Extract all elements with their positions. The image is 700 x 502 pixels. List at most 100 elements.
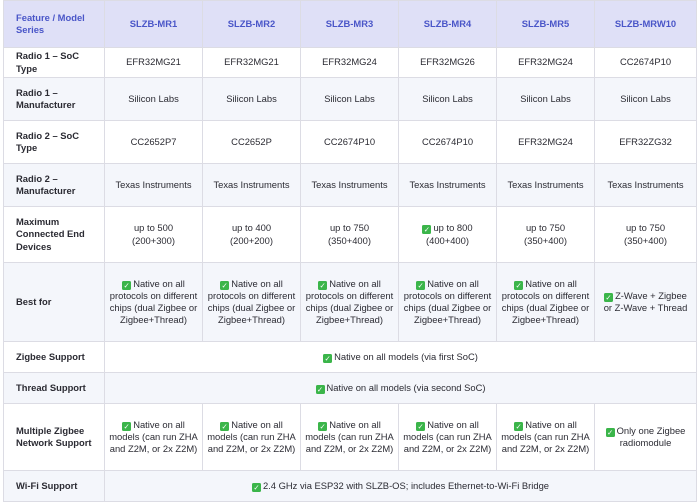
check-icon: ✓ — [604, 292, 614, 302]
row-radio1-manufacturer: Radio 1 – Manufacturer Silicon Labs Sili… — [3, 77, 697, 121]
table-cell: up to 750 (350+400) — [496, 206, 595, 263]
check-icon: ✓ — [220, 280, 230, 290]
row-label: Wi-Fi Support — [3, 470, 105, 502]
row-label: Radio 1 – Manufacturer — [3, 77, 105, 121]
cell-text: Z-Wave + Zigbee or Z-Wave + Thread — [603, 289, 688, 313]
table-cell: ✓ up to 800 (400+400) — [398, 206, 497, 263]
table-cell: ✓ Native on all models (via second SoC) — [104, 372, 697, 404]
row-label: Multiple Zigbee Network Support — [3, 403, 105, 471]
header-model: SLZB-MR1 — [104, 0, 203, 48]
header-model: SLZB-MR2 — [202, 0, 301, 48]
check-icon: ✓ — [220, 421, 230, 431]
table-cell: ✓ Native on all models (can run ZHA and Z… — [104, 403, 203, 471]
check-icon: ✓ — [318, 421, 328, 431]
cell-text: Native on all protocols on different chi… — [305, 277, 394, 326]
table-cell: Texas Instruments — [202, 163, 301, 207]
table-cell: ✓ Native on all protocols on different ch… — [398, 262, 497, 342]
check-icon: ✓ — [122, 421, 132, 431]
cell-text: 2.4 GHz via ESP32 with SLZB-OS; includes… — [262, 479, 550, 491]
cell-text: Native on all protocols on different chi… — [501, 277, 590, 326]
row-label: Best for — [3, 262, 105, 342]
table-cell: Texas Instruments — [300, 163, 399, 207]
table-cell: EFR32MG21 — [104, 47, 203, 78]
table-cell: CC2652P — [202, 120, 301, 164]
check-icon: ✓ — [323, 353, 333, 363]
row-label: Maximum Connected End Devices — [3, 206, 105, 263]
table-cell: ✓ Native on all models (can run ZHA and Z… — [202, 403, 301, 471]
cell-line: up to 500 — [133, 222, 174, 234]
table-cell: CC2674P10 — [300, 120, 399, 164]
table-cell: ✓ Native on all protocols on different ch… — [202, 262, 301, 342]
table-cell: Silicon Labs — [594, 77, 697, 121]
cell-line: (200+200) — [229, 234, 273, 246]
table-cell: CC2674P10 — [594, 47, 697, 78]
cell-line: (200+300) — [131, 234, 175, 246]
table-cell: ✓ Z-Wave + Zigbee or Z-Wave + Thread — [594, 262, 697, 342]
table-cell: CC2652P7 — [104, 120, 203, 164]
check-icon: ✓ — [605, 427, 615, 437]
cell-text: Native on all models (can run ZHA and Z2… — [207, 418, 296, 455]
cell-text: Native on all models (via second SoC) — [326, 381, 486, 393]
table-cell: Silicon Labs — [202, 77, 301, 121]
cell-line: up to 750 — [329, 222, 370, 234]
cell-text: Native on all models (can run ZHA and Z2… — [501, 418, 590, 455]
check-icon: ✓ — [318, 280, 328, 290]
row-multiple-zigbee: Multiple Zigbee Network Support ✓ Native … — [3, 403, 697, 471]
check-icon: ✓ — [315, 384, 325, 394]
cell-text: Native on all protocols on different chi… — [109, 277, 198, 326]
row-radio2-manufacturer: Radio 2 – Manufacturer Texas Instruments… — [3, 163, 697, 207]
table-cell: EFR32MG24 — [300, 47, 399, 78]
row-radio2-soc: Radio 2 – SoC Type CC2652P7 CC2652P CC26… — [3, 120, 697, 164]
check-icon: ✓ — [422, 225, 432, 235]
table-cell: ✓ Native on all protocols on different ch… — [300, 262, 399, 342]
table-cell: EFR32MG21 — [202, 47, 301, 78]
table-cell: EFR32ZG32 — [594, 120, 697, 164]
row-label: Thread Support — [3, 372, 105, 404]
check-icon: ✓ — [251, 482, 261, 492]
header-row: Feature / Model Series SLZB-MR1 SLZB-MR2… — [3, 0, 697, 48]
check-icon: ✓ — [122, 280, 132, 290]
table-cell: up to 400 (200+200) — [202, 206, 301, 263]
row-zigbee-support: Zigbee Support ✓ Native on all models (vi… — [3, 341, 697, 373]
row-thread-support: Thread Support ✓ Native on all models (vi… — [3, 372, 697, 404]
row-radio1-soc: Radio 1 – SoC Type EFR32MG21 EFR32MG21 E… — [3, 47, 697, 78]
check-icon: ✓ — [416, 280, 426, 290]
cell-line: (350+400) — [327, 234, 371, 246]
cell-text: Native on all models (via first SoC) — [334, 350, 478, 362]
table-cell: Texas Instruments — [398, 163, 497, 207]
check-icon: ✓ — [514, 280, 524, 290]
table-cell: ✓ Native on all models (can run ZHA and Z… — [398, 403, 497, 471]
table-cell: up to 500 (200+300) — [104, 206, 203, 263]
header-model: SLZB-MR5 — [496, 0, 595, 48]
table-cell: Texas Instruments — [594, 163, 697, 207]
cell-text: Native on all protocols on different chi… — [403, 277, 492, 326]
cell-text: Native on all models (can run ZHA and Z2… — [305, 418, 394, 455]
check-icon: ✓ — [514, 421, 524, 431]
cell-line: up to 800 — [433, 222, 473, 234]
header-model: SLZB-MR4 — [398, 0, 497, 48]
cell-line: (350+400) — [523, 234, 567, 246]
row-max-devices: Maximum Connected End Devices up to 500(… — [3, 206, 697, 263]
table-cell: EFR32MG24 — [496, 120, 595, 164]
table-cell: ✓ Native on all models (can run ZHA and Z… — [300, 403, 399, 471]
table-cell: ✓ Only one Zigbee radiomodule — [594, 403, 697, 471]
cell-line: (400+400) — [425, 234, 469, 246]
table-cell: Texas Instruments — [104, 163, 203, 207]
table-cell: Silicon Labs — [398, 77, 497, 121]
cell-text: Only one Zigbee radiomodule — [616, 424, 686, 448]
cell-line: up to 750 — [525, 222, 566, 234]
table-cell: ✓ Native on all models (via first SoC) — [104, 341, 697, 373]
header-feature: Feature / Model Series — [3, 0, 105, 48]
comparison-table: Feature / Model Series SLZB-MR1 SLZB-MR2… — [3, 0, 697, 502]
table-cell: ✓ Native on all models (can run ZHA and Z… — [496, 403, 595, 471]
table-cell: EFR32MG26 — [398, 47, 497, 78]
row-label: Radio 2 – Manufacturer — [3, 163, 105, 207]
table-cell: Silicon Labs — [300, 77, 399, 121]
cell-line: up to 400 — [231, 222, 272, 234]
header-model: SLZB-MR3 — [300, 0, 399, 48]
table-cell: Silicon Labs — [496, 77, 595, 121]
header-model: SLZB-MRW10 — [594, 0, 697, 48]
cell-text: Native on all models (can run ZHA and Z2… — [403, 418, 492, 455]
table-cell: ✓ Native on all protocols on different ch… — [104, 262, 203, 342]
table-cell: Texas Instruments — [496, 163, 595, 207]
